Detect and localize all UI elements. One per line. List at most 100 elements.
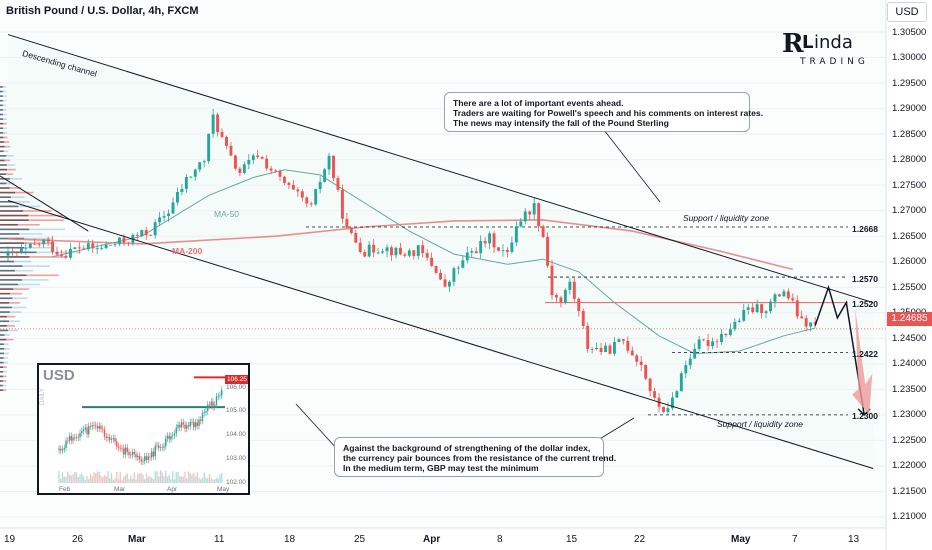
inset-volume-bar <box>79 474 81 483</box>
candle-body <box>639 361 643 365</box>
inset-volume-bar <box>158 476 160 483</box>
inset-volume-bar <box>144 479 146 483</box>
candle-body <box>555 295 558 298</box>
inset-price-label: 106.00 <box>226 384 246 391</box>
candle-body <box>809 322 813 327</box>
profile-bar <box>0 302 21 304</box>
svg-text:R: R <box>782 30 804 59</box>
profile-bar-core <box>0 113 3 116</box>
profile-bar <box>0 113 7 116</box>
currency-button[interactable]: USD <box>887 2 927 22</box>
candle-body <box>398 247 402 255</box>
candle-body <box>233 155 237 169</box>
profile-bar <box>0 187 22 189</box>
profile-bar-core <box>0 136 4 139</box>
candle-body <box>220 131 224 137</box>
candle-body <box>91 243 95 249</box>
inset-volume-bar <box>145 473 148 483</box>
profile-bar-core <box>0 251 37 254</box>
candle-body <box>795 300 799 317</box>
price-tick: 1.24000 <box>892 358 927 369</box>
inset-candle-body <box>116 441 118 447</box>
candle-body <box>760 304 764 314</box>
ma50-label: MA-50 <box>214 209 240 219</box>
candle-body <box>349 227 353 233</box>
profile-bar <box>0 141 10 143</box>
profile-bar <box>0 99 7 102</box>
candle-body <box>332 155 335 179</box>
candle-body <box>162 216 166 218</box>
inset-candle-body <box>119 447 121 449</box>
profile-bar-core <box>0 366 4 368</box>
candle-body <box>305 197 309 204</box>
inset-volume-bar <box>149 476 151 483</box>
inset-candle-body <box>196 422 198 426</box>
candle-body <box>64 255 68 258</box>
inset-price-label: 104.00 <box>226 431 246 438</box>
profile-bar-core <box>0 343 4 346</box>
profile-bar <box>0 136 8 139</box>
top-callout-line-2: Traders are waiting for Powell's speech … <box>453 108 764 118</box>
inset-volume-bar <box>217 478 219 483</box>
profile-bar-core <box>0 95 3 97</box>
bottom-callout-pointer-right <box>597 417 635 441</box>
candle-body <box>662 406 665 412</box>
inset-candle-body <box>172 435 174 437</box>
profile-bar-core <box>0 256 30 258</box>
date-tick: 25 <box>354 534 366 545</box>
profile-bar-core <box>0 109 3 111</box>
inset-candle-body <box>126 447 128 452</box>
inset-candle-body <box>131 451 134 455</box>
svg-text:L: L <box>802 32 813 53</box>
moving-averages <box>7 169 816 355</box>
inset-candle-body <box>187 425 190 427</box>
candle-body <box>416 245 420 256</box>
candle-body <box>211 114 215 134</box>
inset-x-label: Feb <box>59 486 71 493</box>
profile-bar <box>0 366 7 368</box>
inset-candle-body <box>165 438 167 447</box>
inset-candle-body <box>144 456 146 462</box>
profile-bar-core <box>0 325 7 327</box>
inset-volume-bar <box>168 474 170 483</box>
candle-body <box>599 347 603 353</box>
candle-body <box>51 241 55 252</box>
inset-candle-body <box>163 446 165 448</box>
candle-body <box>216 114 220 132</box>
date-tick: 8 <box>497 534 503 545</box>
inset-volume-bar <box>151 477 153 483</box>
inset-candle-body <box>70 436 72 441</box>
candle-body <box>118 237 121 245</box>
inset-volume-bar <box>215 477 218 483</box>
candle-body <box>720 334 723 343</box>
inset-volume-bar <box>117 479 120 483</box>
candle-body <box>488 233 492 244</box>
candle-body <box>314 189 318 205</box>
inset-candle-body <box>145 456 148 460</box>
profile-bar <box>0 352 9 355</box>
inset-candle-body <box>173 433 176 436</box>
candle-body <box>153 222 157 236</box>
profile-bar-core <box>0 242 25 244</box>
date-tick: Mar <box>128 534 146 545</box>
profile-bar-core <box>0 246 25 249</box>
candle-body <box>755 304 759 313</box>
inset-candle-body <box>194 422 197 428</box>
inset-volume-bar <box>201 478 204 483</box>
candle-body <box>777 294 781 297</box>
inset-volume-bar <box>184 471 186 483</box>
profile-bar <box>0 237 54 240</box>
descending-channel <box>0 34 874 469</box>
inset-candle-body <box>158 445 160 448</box>
profile-bar <box>0 306 27 309</box>
profile-bar-core <box>0 380 3 382</box>
candle-body <box>68 248 72 258</box>
candle-body <box>497 247 500 251</box>
candle-body <box>256 155 260 158</box>
profile-bar-core <box>0 223 18 226</box>
date-tick: 7 <box>792 534 798 545</box>
inset-volume-bar <box>161 472 163 483</box>
profile-bar <box>0 95 7 97</box>
inset-volume-bar <box>137 473 139 483</box>
candle-body <box>42 239 46 245</box>
